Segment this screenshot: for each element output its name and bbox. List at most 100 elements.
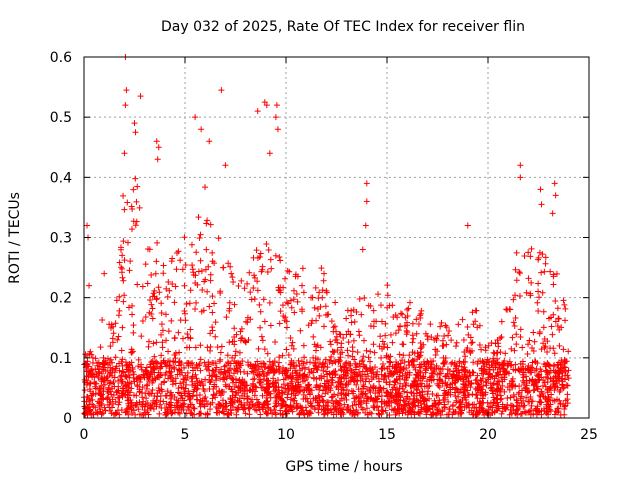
roti-point <box>162 361 169 368</box>
roti-point <box>171 365 178 372</box>
roti-point <box>382 332 389 339</box>
roti-point <box>467 348 474 355</box>
roti-point <box>384 292 391 299</box>
roti-point <box>226 339 233 346</box>
roti-point <box>130 218 137 225</box>
roti-point <box>449 372 456 379</box>
roti-point <box>189 393 196 400</box>
roti-point <box>497 386 504 393</box>
roti-point <box>263 392 270 399</box>
roti-point <box>251 274 258 281</box>
roti-point <box>459 316 466 323</box>
roti-point <box>332 299 339 306</box>
roti-point <box>246 411 253 418</box>
roti-point <box>323 368 330 375</box>
roti-point <box>473 404 480 411</box>
roti-point <box>199 287 206 294</box>
roti-point <box>557 386 564 393</box>
roti-point <box>339 349 346 356</box>
roti-point <box>207 347 214 354</box>
x-tick-label: 5 <box>181 427 190 443</box>
roti-point <box>150 360 157 367</box>
roti-point <box>186 393 193 400</box>
roti-point <box>494 391 501 398</box>
roti-point <box>476 322 483 329</box>
roti-point <box>93 380 100 387</box>
roti-point <box>285 387 292 394</box>
roti-point <box>192 114 199 121</box>
roti-point <box>229 354 236 361</box>
roti-point <box>561 411 568 418</box>
roti-point <box>224 411 231 418</box>
roti-point <box>86 369 93 376</box>
roti-point <box>120 192 127 199</box>
roti-point <box>535 308 542 315</box>
roti-point <box>178 359 185 366</box>
roti-point <box>136 386 143 393</box>
roti-point <box>254 108 261 115</box>
roti-point <box>417 310 424 317</box>
roti-point <box>464 344 471 351</box>
roti-point <box>400 366 407 373</box>
roti-point <box>341 401 348 408</box>
roti-point <box>163 285 170 292</box>
roti-point <box>224 352 231 359</box>
roti-point <box>319 294 326 301</box>
roti-point <box>229 274 236 281</box>
roti-point <box>389 302 396 309</box>
roti-point <box>562 372 569 379</box>
roti-point <box>107 343 114 350</box>
roti-point <box>409 349 416 356</box>
roti-point <box>289 339 296 346</box>
roti-point <box>179 335 186 342</box>
roti-point <box>290 359 297 366</box>
roti-point <box>493 385 500 392</box>
roti-point <box>204 400 211 407</box>
roti-point <box>294 273 301 280</box>
roti-point <box>125 364 132 371</box>
roti-point <box>215 235 222 242</box>
roti-point <box>120 298 127 305</box>
roti-point <box>198 268 205 275</box>
roti-point <box>209 367 216 374</box>
roti-point <box>283 346 290 353</box>
y-tick-label: 0.1 <box>50 351 72 367</box>
roti-point <box>476 341 483 348</box>
roti-point <box>81 376 88 383</box>
roti-point <box>324 378 331 385</box>
roti-point <box>536 376 543 383</box>
roti-point <box>222 362 229 369</box>
roti-point <box>134 281 141 288</box>
roti-point <box>497 349 504 356</box>
roti-point <box>466 379 473 386</box>
roti-point <box>329 348 336 355</box>
roti-point <box>156 289 163 296</box>
roti-point <box>499 382 506 389</box>
roti-point <box>266 358 273 365</box>
roti-point <box>277 257 284 264</box>
roti-point <box>239 334 246 341</box>
roti-point <box>534 386 541 393</box>
roti-point <box>533 365 540 372</box>
roti-point <box>107 356 114 363</box>
roti-point <box>323 287 330 294</box>
roti-point <box>363 405 370 412</box>
roti-point <box>218 366 225 373</box>
roti-point <box>460 359 467 366</box>
roti-point <box>511 323 518 330</box>
roti-point <box>283 402 290 409</box>
roti-point <box>276 320 283 327</box>
roti-point <box>256 253 263 260</box>
roti-point <box>130 392 137 399</box>
roti-point <box>104 355 111 362</box>
roti-point <box>158 371 165 378</box>
roti-point <box>467 384 474 391</box>
roti-point <box>338 390 345 397</box>
roti-point <box>257 308 264 315</box>
roti-point <box>85 373 92 380</box>
roti-point <box>222 162 229 169</box>
roti-point <box>89 354 96 361</box>
roti-point <box>413 330 420 337</box>
roti-point <box>406 369 413 376</box>
roti-point <box>378 393 385 400</box>
